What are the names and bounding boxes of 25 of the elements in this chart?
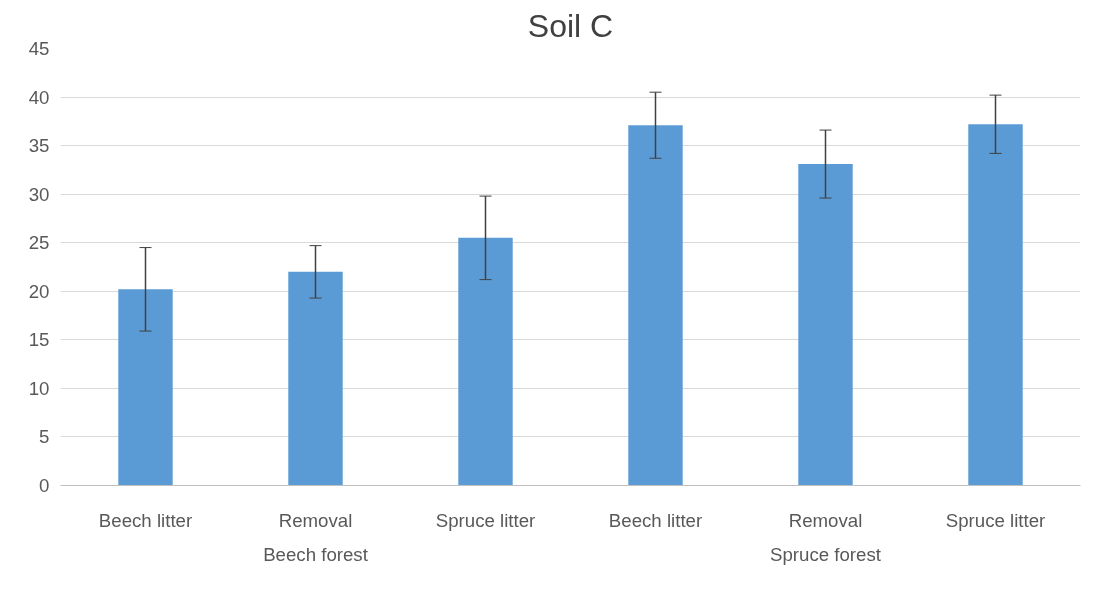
y-tick-label: 15 [28, 329, 50, 351]
x-tick-label: Removal [278, 509, 353, 531]
x-tick-label: Spruce litter [435, 509, 536, 531]
y-tick-label: 25 [28, 232, 50, 254]
y-tick-label: 40 [28, 86, 50, 108]
bar [118, 289, 173, 486]
text: Spruce forest [770, 543, 882, 565]
bar [798, 164, 853, 486]
x-tick-label: Beech litter [98, 509, 193, 531]
y-tick-label: 45 [28, 38, 50, 59]
y-tick-label: 20 [28, 280, 50, 302]
x-tick-label: Spruce litter [945, 509, 1046, 531]
x-tick-label: Beech litter [608, 509, 703, 531]
text: Beech forest [263, 543, 369, 565]
y-tick-label: 0 [39, 475, 50, 496]
bar [458, 237, 513, 486]
bar [968, 124, 1023, 486]
x-tick-label: Removal [788, 509, 863, 531]
bar [628, 125, 683, 486]
y-tick-label: 5 [39, 426, 50, 448]
chart-title: Soil C [527, 7, 614, 44]
bar [288, 271, 343, 486]
y-tick-label: 30 [28, 183, 50, 205]
y-tick-label: 35 [28, 135, 50, 157]
y-tick-label: 10 [28, 377, 50, 399]
